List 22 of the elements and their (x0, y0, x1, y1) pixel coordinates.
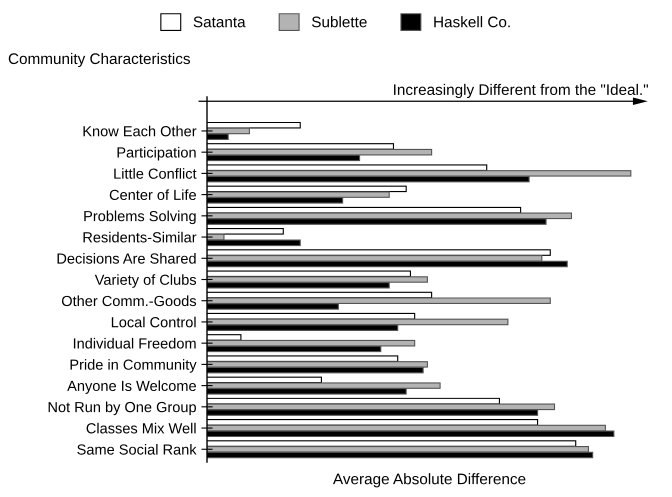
y-tick-label: Problems Solving (84, 210, 196, 224)
annotation: Increasingly Different from the "Ideal." (394, 84, 648, 98)
y-tick-label: Center of Life (110, 189, 196, 200)
y-tick-label: Participation (118, 146, 196, 160)
y-tick-label: Anyone Is Welcome (67, 380, 196, 394)
x-axis-title: Average Absolute Difference (332, 473, 526, 488)
y-tick-label: Same Social Rank (77, 444, 197, 455)
y-tick-label: Know Each Other (83, 126, 196, 136)
y-tick-label: Other Comm.-Goods (62, 295, 196, 306)
y-tick-label: Individual Freedom (74, 338, 196, 349)
legend-label: Haskell Co. (434, 16, 510, 28)
y-tick-label: Little Conflict (114, 168, 196, 179)
y-axis-title: Community Characteristics (8, 52, 190, 68)
legend-label: Satanta (194, 16, 246, 28)
y-tick-label: Classes Mix Well (86, 422, 196, 434)
y-tick-label: Local Control (112, 316, 196, 328)
legend-label: Sublette (312, 16, 367, 28)
y-tick-label: Not Run by One Group (48, 402, 196, 416)
y-tick-label: Residents-Similar (84, 232, 196, 242)
y-tick-label: Decisions Are Shared (58, 252, 196, 264)
y-tick-label: Variety of Clubs (94, 274, 196, 288)
y-tick-label: Pride in Community (70, 359, 197, 373)
